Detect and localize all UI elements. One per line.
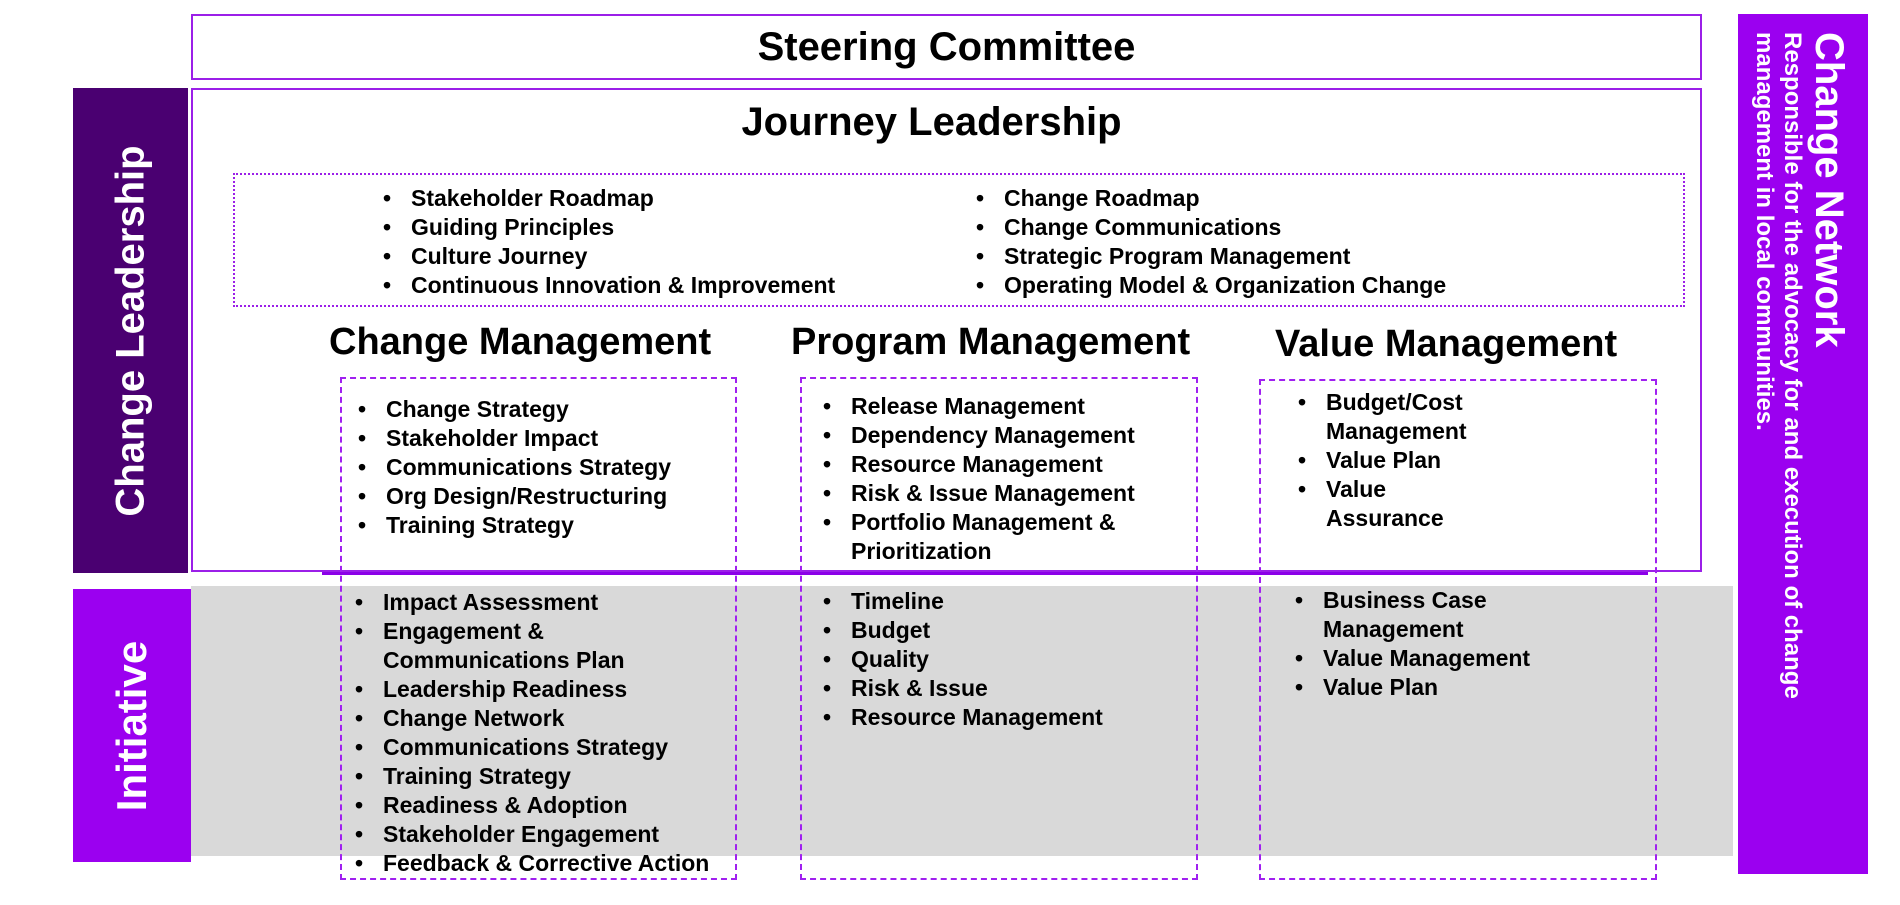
change-leadership-label: Change Leadership bbox=[108, 144, 152, 517]
list-item: Change Network bbox=[353, 704, 733, 733]
list-item: Stakeholder Roadmap bbox=[381, 184, 835, 213]
list-item: Release Management bbox=[821, 392, 1181, 421]
program-management-lower-list: TimelineBudgetQualityRisk & IssueResourc… bbox=[821, 587, 1181, 732]
list-item: Engagement & Communications Plan bbox=[353, 617, 733, 675]
change-network-title: Change Network bbox=[1807, 32, 1851, 348]
list-item: Value Plan bbox=[1296, 446, 1496, 475]
list-item: Communications Strategy bbox=[356, 453, 731, 482]
steering-committee-box: Steering Committee bbox=[191, 14, 1702, 80]
list-item: Impact Assessment bbox=[353, 588, 733, 617]
list-item: Value Management bbox=[1293, 644, 1533, 673]
list-item: Risk & Issue Management bbox=[821, 479, 1181, 508]
journey-items-box bbox=[233, 173, 1685, 307]
list-item: Budget bbox=[821, 616, 1181, 645]
list-item: Value Plan bbox=[1293, 673, 1533, 702]
list-item: Communications Strategy bbox=[353, 733, 733, 762]
list-item: Strategic Program Management bbox=[974, 242, 1446, 271]
section-divider bbox=[322, 572, 1648, 575]
list-item: Value Assurance bbox=[1296, 475, 1496, 533]
list-item: Operating Model & Organization Change bbox=[974, 271, 1446, 300]
program-management-upper-list: Release ManagementDependency ManagementR… bbox=[821, 392, 1181, 566]
journey-left-list: Stakeholder RoadmapGuiding PrinciplesCul… bbox=[381, 184, 835, 300]
change-management-upper-list: Change StrategyStakeholder ImpactCommuni… bbox=[356, 395, 731, 540]
change-management-heading: Change Management bbox=[329, 321, 712, 363]
change-network-bar: Change Network Responsible for the advoc… bbox=[1738, 14, 1868, 874]
initiative-bar: Initiative bbox=[73, 589, 191, 862]
list-item: Leadership Readiness bbox=[353, 675, 733, 704]
program-management-column bbox=[800, 377, 1198, 880]
change-network-content: Change Network Responsible for the advoc… bbox=[1750, 32, 1852, 832]
list-item: Timeline bbox=[821, 587, 1181, 616]
list-item: Risk & Issue bbox=[821, 674, 1181, 703]
journey-right-list: Change RoadmapChange CommunicationsStrat… bbox=[974, 184, 1446, 300]
program-management-heading: Program Management bbox=[791, 321, 1191, 363]
value-management-column bbox=[1259, 379, 1657, 880]
list-item: Change Roadmap bbox=[974, 184, 1446, 213]
list-item: Guiding Principles bbox=[381, 213, 835, 242]
list-item: Quality bbox=[821, 645, 1181, 674]
list-item: Stakeholder Engagement bbox=[353, 820, 733, 849]
change-leadership-bar: Change Leadership bbox=[73, 88, 188, 573]
list-item: Budget/Cost Management bbox=[1296, 388, 1496, 446]
list-item: Business Case Management bbox=[1293, 586, 1533, 644]
list-item: Feedback & Corrective Action bbox=[353, 849, 733, 878]
list-item: Stakeholder Impact bbox=[356, 424, 731, 453]
list-item: Resource Management bbox=[821, 450, 1181, 479]
list-item: Culture Journey bbox=[381, 242, 835, 271]
list-item: Readiness & Adoption bbox=[353, 791, 733, 820]
change-network-description: Responsible for the advocacy for and exe… bbox=[1751, 32, 1806, 699]
change-management-column bbox=[340, 377, 737, 880]
value-management-heading: Value Management bbox=[1275, 323, 1618, 365]
list-item: Resource Management bbox=[821, 703, 1181, 732]
list-item: Portfolio Management & Prioritization bbox=[821, 508, 1181, 566]
list-item: Continuous Innovation & Improvement bbox=[381, 271, 835, 300]
change-management-lower-list: Impact AssessmentEngagement & Communicat… bbox=[353, 588, 733, 878]
journey-leadership-title: Journey Leadership bbox=[741, 100, 1122, 144]
list-item: Org Design/Restructuring bbox=[356, 482, 731, 511]
list-item: Dependency Management bbox=[821, 421, 1181, 450]
steering-committee-title: Steering Committee bbox=[757, 24, 1136, 69]
initiative-label: Initiative bbox=[108, 640, 155, 811]
list-item: Change Strategy bbox=[356, 395, 731, 424]
list-item: Change Communications bbox=[974, 213, 1446, 242]
list-item: Training Strategy bbox=[353, 762, 733, 791]
list-item: Training Strategy bbox=[356, 511, 731, 540]
